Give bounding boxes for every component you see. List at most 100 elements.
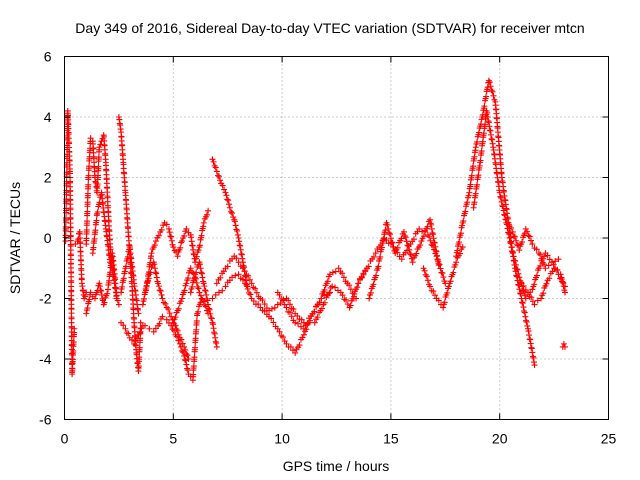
data-point [516, 247, 523, 254]
data-point [398, 256, 405, 263]
interpolated-point [314, 314, 321, 321]
interpolated-point [429, 231, 436, 238]
data-point [248, 280, 255, 287]
interpolated-point [427, 237, 434, 244]
data-point [179, 238, 186, 245]
x-tick-label: 0 [61, 431, 69, 447]
series-arc-17 [274, 265, 360, 332]
interpolated-point [177, 298, 184, 305]
interpolated-point [101, 299, 108, 306]
interpolated-point [201, 283, 208, 290]
interpolated-point [270, 319, 277, 326]
data-point [292, 349, 299, 356]
interpolated-point [233, 226, 240, 233]
interpolated-point [383, 236, 390, 243]
interpolated-point [478, 148, 485, 155]
interpolated-point [541, 261, 548, 268]
interpolated-point [402, 234, 409, 241]
data-point [131, 340, 138, 347]
interpolated-point [560, 283, 567, 290]
interpolated-point [460, 218, 467, 225]
interpolated-point [175, 305, 182, 312]
interpolated-point [487, 83, 494, 90]
data-point [213, 168, 220, 175]
interpolated-point [151, 242, 158, 249]
interpolated-point [230, 214, 237, 221]
series-arc-23 [470, 107, 568, 302]
interpolated-point [346, 282, 353, 289]
interpolated-point [499, 203, 506, 210]
interpolated-point [202, 287, 209, 294]
interpolated-point [350, 293, 357, 300]
interpolated-point [207, 310, 214, 317]
series-arc-06 [115, 114, 144, 375]
data-point [113, 292, 120, 299]
interpolated-point [196, 242, 203, 249]
data-point [472, 144, 479, 151]
interpolated-point [507, 240, 514, 247]
interpolated-point [250, 298, 257, 305]
data-point [135, 310, 142, 317]
interpolated-point [212, 164, 219, 171]
interpolated-point [521, 292, 528, 299]
interpolated-point [197, 261, 204, 268]
interpolated-point [477, 157, 484, 164]
interpolated-point [84, 218, 91, 225]
interpolated-point [203, 291, 210, 298]
interpolated-point [519, 239, 526, 246]
interpolated-point [347, 286, 354, 293]
interpolated-point [407, 251, 414, 258]
series-arc-20 [366, 216, 442, 302]
data-point [283, 340, 290, 347]
data-point [560, 340, 567, 347]
interpolated-point [168, 233, 175, 240]
interpolated-point [519, 300, 526, 307]
series-arc-22 [453, 77, 538, 369]
interpolated-point [178, 336, 185, 343]
interpolated-point [85, 172, 92, 179]
interpolated-point [413, 250, 420, 257]
data-point [561, 289, 568, 296]
interpolated-point [125, 330, 132, 337]
data-point [159, 313, 166, 320]
data-point [215, 289, 222, 296]
interpolated-point [501, 212, 508, 219]
interpolated-point [524, 322, 531, 329]
interpolated-point [252, 285, 259, 292]
interpolated-point [513, 266, 520, 272]
interpolated-point [157, 287, 164, 294]
interpolated-point [316, 299, 323, 306]
interpolated-point [436, 261, 443, 268]
interpolated-point [410, 236, 417, 243]
interpolated-point [332, 284, 339, 291]
interpolated-point [406, 246, 413, 253]
interpolated-point [462, 208, 469, 215]
data-point [107, 259, 114, 266]
interpolated-point [537, 262, 544, 269]
interpolated-point [202, 287, 209, 294]
interpolated-point [457, 250, 464, 257]
data-point [200, 280, 207, 287]
interpolated-point [151, 261, 158, 268]
interpolated-point [505, 230, 512, 237]
x-tick-label: 25 [601, 431, 617, 447]
interpolated-point [508, 224, 515, 231]
data-point [115, 301, 122, 308]
interpolated-point [233, 255, 240, 262]
interpolated-point [528, 294, 535, 301]
interpolated-point [435, 258, 442, 265]
interpolated-point [380, 235, 387, 242]
interpolated-point [247, 291, 254, 298]
data-point [174, 253, 181, 260]
interpolated-point [370, 253, 377, 260]
data-point [427, 283, 434, 290]
data-point [198, 295, 205, 302]
interpolated-point [195, 285, 202, 292]
data-point [187, 265, 194, 272]
interpolated-point [516, 286, 523, 293]
interpolated-point [318, 305, 325, 312]
interpolated-point [441, 299, 448, 306]
interpolated-point [439, 270, 446, 277]
interpolated-point [552, 258, 559, 265]
